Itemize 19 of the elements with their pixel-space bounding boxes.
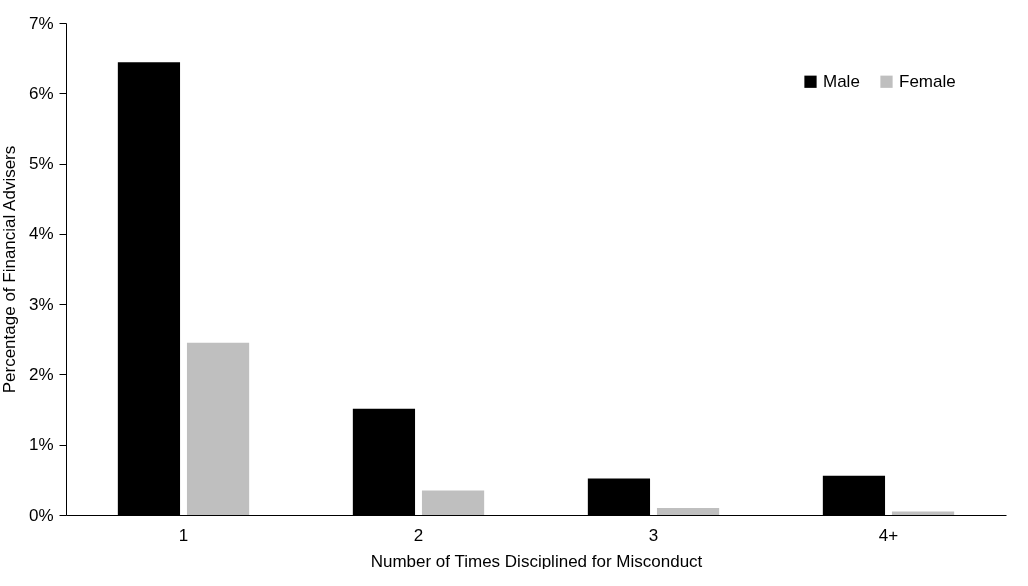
y-tick-label: 4% xyxy=(28,224,54,244)
bar xyxy=(891,511,955,515)
legend-label: Female xyxy=(899,71,956,91)
y-tick-label: 3% xyxy=(28,294,54,314)
bar xyxy=(656,507,720,515)
bar xyxy=(421,490,485,515)
y-tick-label: 0% xyxy=(28,505,54,525)
y-axis-title: Percentage of Financial Advisers xyxy=(0,145,19,394)
x-tick-label: 3 xyxy=(648,525,659,545)
legend-label: Male xyxy=(823,71,860,91)
y-tick-label: 7% xyxy=(28,13,54,33)
x-tick-label: 4+ xyxy=(878,525,899,545)
x-tick-label: 1 xyxy=(178,525,189,545)
bar xyxy=(186,342,250,515)
y-tick-label: 1% xyxy=(28,435,54,455)
y-tick-label: 6% xyxy=(28,83,54,103)
y-tick-label: 2% xyxy=(28,364,54,384)
x-tick-label: 2 xyxy=(413,525,424,545)
y-tick-label: 5% xyxy=(28,154,54,174)
